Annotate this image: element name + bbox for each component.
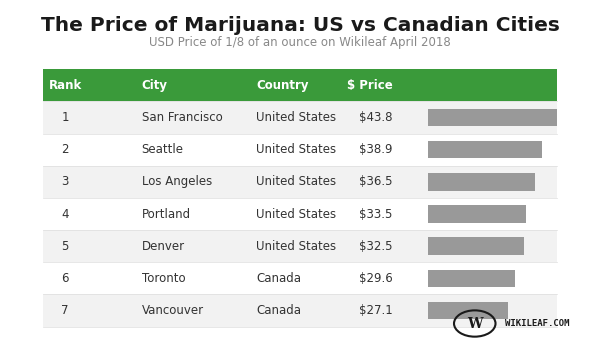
- Text: WIKILEAF.COM: WIKILEAF.COM: [505, 319, 569, 328]
- FancyBboxPatch shape: [43, 166, 557, 198]
- Text: United States: United States: [256, 143, 337, 156]
- Text: United States: United States: [256, 240, 337, 253]
- Text: $27.1: $27.1: [359, 304, 393, 317]
- FancyBboxPatch shape: [428, 237, 524, 255]
- Text: $ Price: $ Price: [347, 79, 393, 92]
- Text: $36.5: $36.5: [359, 175, 393, 188]
- Text: The Price of Marijuana: US vs Canadian Cities: The Price of Marijuana: US vs Canadian C…: [41, 16, 559, 35]
- FancyBboxPatch shape: [428, 302, 508, 319]
- FancyBboxPatch shape: [43, 134, 557, 166]
- Text: 2: 2: [61, 143, 69, 156]
- Text: Portland: Portland: [142, 208, 191, 220]
- Text: 6: 6: [61, 272, 69, 285]
- Text: $29.6: $29.6: [359, 272, 393, 285]
- Text: San Francisco: San Francisco: [142, 111, 223, 124]
- Text: Country: Country: [256, 79, 309, 92]
- Text: 4: 4: [61, 208, 69, 220]
- FancyBboxPatch shape: [43, 230, 557, 262]
- FancyBboxPatch shape: [43, 101, 557, 134]
- FancyBboxPatch shape: [428, 173, 535, 191]
- Text: W: W: [467, 317, 482, 330]
- Text: 7: 7: [61, 304, 69, 317]
- Text: United States: United States: [256, 111, 337, 124]
- FancyBboxPatch shape: [428, 109, 557, 126]
- Text: USD Price of 1/8 of an ounce on Wikileaf April 2018: USD Price of 1/8 of an ounce on Wikileaf…: [149, 36, 451, 49]
- Text: $43.8: $43.8: [359, 111, 393, 124]
- Text: $33.5: $33.5: [359, 208, 393, 220]
- Text: 5: 5: [61, 240, 69, 253]
- Text: Vancouver: Vancouver: [142, 304, 204, 317]
- FancyBboxPatch shape: [428, 270, 515, 287]
- Text: Los Angeles: Los Angeles: [142, 175, 212, 188]
- FancyBboxPatch shape: [428, 141, 542, 158]
- FancyBboxPatch shape: [43, 198, 557, 230]
- Text: $32.5: $32.5: [359, 240, 393, 253]
- Text: Canada: Canada: [256, 304, 301, 317]
- FancyBboxPatch shape: [43, 69, 557, 101]
- Text: $38.9: $38.9: [359, 143, 393, 156]
- Text: Canada: Canada: [256, 272, 301, 285]
- FancyBboxPatch shape: [43, 262, 557, 294]
- FancyBboxPatch shape: [428, 205, 526, 223]
- Text: United States: United States: [256, 208, 337, 220]
- Text: United States: United States: [256, 175, 337, 188]
- Text: City: City: [142, 79, 167, 92]
- Text: Toronto: Toronto: [142, 272, 185, 285]
- Text: Rank: Rank: [49, 79, 82, 92]
- FancyBboxPatch shape: [43, 294, 557, 327]
- Text: 1: 1: [61, 111, 69, 124]
- Text: 3: 3: [61, 175, 69, 188]
- Text: Seattle: Seattle: [142, 143, 184, 156]
- Text: Denver: Denver: [142, 240, 185, 253]
